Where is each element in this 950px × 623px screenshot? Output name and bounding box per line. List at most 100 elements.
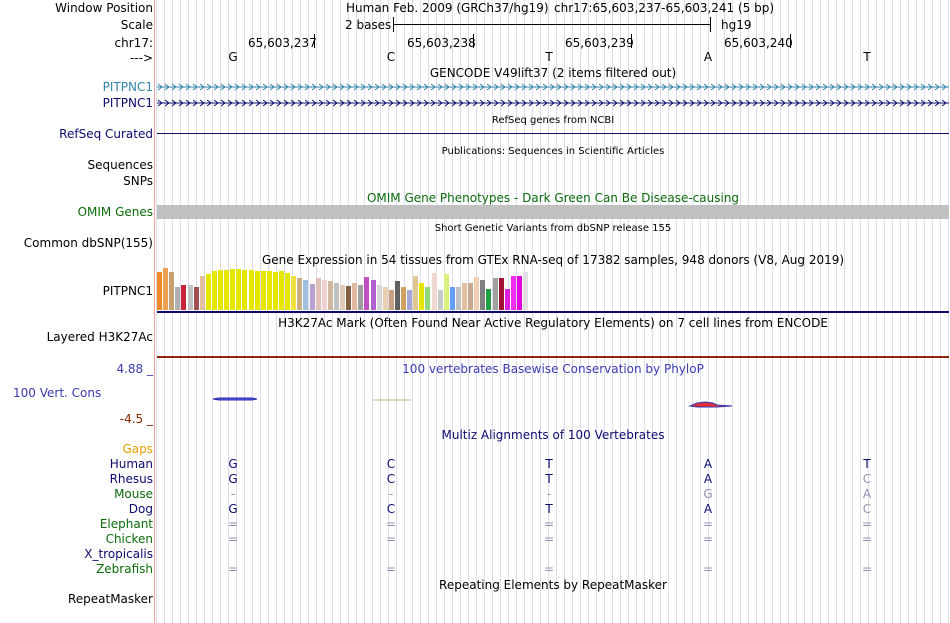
gtex-tissue-bar[interactable] bbox=[443, 274, 449, 310]
multiz-species-label[interactable]: Zebrafish bbox=[96, 562, 153, 576]
gtex-tissue-bar[interactable] bbox=[187, 285, 193, 310]
phylop-conservation-plot[interactable] bbox=[157, 392, 949, 412]
gtex-tissue-bar[interactable] bbox=[419, 283, 425, 310]
dbsnp-track-title[interactable]: Short Genetic Variants from dbSNP releas… bbox=[434, 223, 672, 234]
gtex-tissue-bar[interactable] bbox=[279, 271, 285, 310]
refseq-gene-line[interactable] bbox=[157, 133, 949, 134]
gtex-tissue-bar[interactable] bbox=[205, 274, 211, 310]
gtex-tissue-bar[interactable] bbox=[431, 273, 437, 310]
gtex-tissue-bar[interactable] bbox=[163, 268, 169, 310]
refseq-track-label[interactable]: RefSeq Curated bbox=[59, 127, 153, 141]
multiz-species-label[interactable]: Chicken bbox=[105, 532, 153, 546]
gtex-tissue-bar[interactable] bbox=[181, 285, 187, 310]
gencode-item-label[interactable]: PITPNC1 bbox=[102, 96, 153, 110]
gtex-tissue-bar[interactable] bbox=[382, 287, 388, 310]
gtex-tissue-bar[interactable] bbox=[291, 276, 297, 310]
gtex-tissue-bar[interactable] bbox=[523, 272, 529, 310]
multiz-species-label[interactable]: Human bbox=[109, 457, 153, 471]
gtex-tissue-bar[interactable] bbox=[211, 271, 217, 310]
gtex-tissue-bar[interactable] bbox=[224, 270, 230, 310]
multiz-base: G bbox=[228, 502, 238, 516]
publications-track-title[interactable]: Publications: Sequences in Scientific Ar… bbox=[441, 146, 665, 157]
gencode-transcript-2[interactable] bbox=[157, 99, 949, 107]
gtex-tissue-bar[interactable] bbox=[425, 287, 431, 310]
gtex-tissue-bar[interactable] bbox=[242, 270, 248, 310]
gtex-tissue-bar[interactable] bbox=[358, 285, 364, 310]
multiz-track-title[interactable]: Multiz Alignments of 100 Vertebrates bbox=[441, 428, 665, 442]
gtex-tissue-bar[interactable] bbox=[297, 278, 303, 310]
gtex-tissue-bar[interactable] bbox=[303, 280, 309, 310]
gtex-tissue-bar[interactable] bbox=[272, 272, 278, 310]
gtex-tissue-bar[interactable] bbox=[468, 283, 474, 310]
position-coords[interactable]: chr17:65,603,237-65,603,241 (5 bp) bbox=[554, 1, 775, 15]
gtex-tissue-bar[interactable] bbox=[455, 287, 461, 310]
phylop-track-title[interactable]: 100 vertebrates Basewise Conservation by… bbox=[402, 362, 704, 376]
gtex-tissue-bar[interactable] bbox=[486, 289, 492, 310]
gtex-track-label[interactable]: PITPNC1 bbox=[102, 284, 153, 298]
strand-label: ---> bbox=[129, 51, 153, 65]
gtex-tissue-bar[interactable] bbox=[248, 270, 254, 310]
gtex-tissue-bar[interactable] bbox=[193, 287, 199, 310]
gtex-tissue-bar[interactable] bbox=[340, 285, 346, 310]
gtex-tissue-bar[interactable] bbox=[413, 276, 419, 310]
gtex-tissue-bar[interactable] bbox=[394, 281, 400, 310]
gencode-item-label[interactable]: PITPNC1 bbox=[102, 80, 153, 94]
multiz-species-label[interactable]: Rhesus bbox=[109, 472, 153, 486]
gtex-tissue-bar[interactable] bbox=[236, 269, 242, 310]
gtex-tissue-bar[interactable] bbox=[230, 269, 236, 310]
gtex-tissue-bar[interactable] bbox=[175, 287, 181, 310]
gtex-tissue-bar[interactable] bbox=[492, 278, 498, 310]
gtex-expression-chart[interactable] bbox=[157, 268, 537, 310]
gtex-tissue-bar[interactable] bbox=[315, 278, 321, 310]
repeatmasker-track-title[interactable]: Repeating Elements by RepeatMasker bbox=[439, 578, 667, 592]
gtex-tissue-bar[interactable] bbox=[516, 276, 522, 310]
gtex-tissue-bar[interactable] bbox=[474, 277, 480, 310]
gtex-tissue-bar[interactable] bbox=[218, 270, 224, 310]
gtex-tissue-bar[interactable] bbox=[480, 280, 486, 310]
gtex-tissue-bar[interactable] bbox=[309, 284, 315, 310]
omim-track-label[interactable]: OMIM Genes bbox=[77, 205, 153, 219]
gtex-tissue-bar[interactable] bbox=[462, 283, 468, 310]
gencode-transcript-1[interactable] bbox=[157, 83, 949, 91]
gtex-tissue-bar[interactable] bbox=[333, 283, 339, 310]
multiz-species-label[interactable]: X_tropicalis bbox=[84, 547, 153, 561]
repeatmasker-track-label[interactable]: RepeatMasker bbox=[67, 592, 153, 606]
gtex-tissue-bar[interactable] bbox=[266, 271, 272, 310]
gtex-tissue-bar[interactable] bbox=[169, 272, 175, 310]
gtex-tissue-bar[interactable] bbox=[376, 285, 382, 310]
gtex-tissue-bar[interactable] bbox=[401, 287, 407, 310]
gtex-tissue-bar[interactable] bbox=[254, 271, 260, 310]
gtex-tissue-bar[interactable] bbox=[370, 280, 376, 310]
gtex-tissue-bar[interactable] bbox=[498, 278, 504, 310]
h3k27ac-track-label[interactable]: Layered H3K27Ac bbox=[46, 330, 153, 344]
multiz-species-label[interactable]: Elephant bbox=[99, 517, 153, 531]
gtex-tissue-bar[interactable] bbox=[504, 289, 510, 310]
h3k27ac-track-title[interactable]: H3K27Ac Mark (Often Found Near Active Re… bbox=[278, 316, 828, 330]
omim-track-title[interactable]: OMIM Gene Phenotypes - Dark Green Can Be… bbox=[366, 191, 740, 205]
gtex-tissue-bar[interactable] bbox=[352, 283, 358, 310]
multiz-species-label[interactable]: Mouse bbox=[114, 487, 153, 501]
omim-gene-bar[interactable] bbox=[157, 205, 949, 219]
gtex-tissue-bar[interactable] bbox=[199, 276, 205, 310]
gtex-tissue-bar[interactable] bbox=[364, 277, 370, 310]
gtex-tissue-bar[interactable] bbox=[407, 290, 413, 310]
gtex-tissue-bar[interactable] bbox=[285, 273, 291, 310]
refseq-track-title[interactable]: RefSeq genes from NCBI bbox=[491, 115, 615, 126]
gtex-tissue-bar[interactable] bbox=[157, 272, 163, 310]
phylop-track-label[interactable]: 100 Vert. Cons bbox=[13, 386, 102, 400]
gtex-tissue-bar[interactable] bbox=[260, 271, 266, 310]
gtex-tissue-bar[interactable] bbox=[437, 290, 443, 310]
gtex-track-title[interactable]: Gene Expression in 54 tissues from GTEx … bbox=[261, 253, 845, 267]
gtex-tissue-bar[interactable] bbox=[449, 287, 455, 310]
dbsnp-track-label[interactable]: Common dbSNP(155) bbox=[23, 236, 153, 250]
gtex-tissue-bar[interactable] bbox=[321, 280, 327, 310]
gencode-track-title[interactable]: GENCODE V49lift37 (2 items filtered out) bbox=[429, 66, 677, 80]
gtex-tissue-bar[interactable] bbox=[346, 286, 352, 310]
publications-sequences-label[interactable]: Sequences bbox=[87, 158, 153, 172]
gtex-tissue-bar[interactable] bbox=[388, 290, 394, 310]
multiz-species-label[interactable]: Dog bbox=[128, 502, 153, 516]
multiz-gaps-label[interactable]: Gaps bbox=[122, 442, 153, 456]
publications-snps-label[interactable]: SNPs bbox=[123, 174, 153, 188]
gtex-tissue-bar[interactable] bbox=[327, 281, 333, 310]
gtex-tissue-bar[interactable] bbox=[510, 276, 516, 310]
